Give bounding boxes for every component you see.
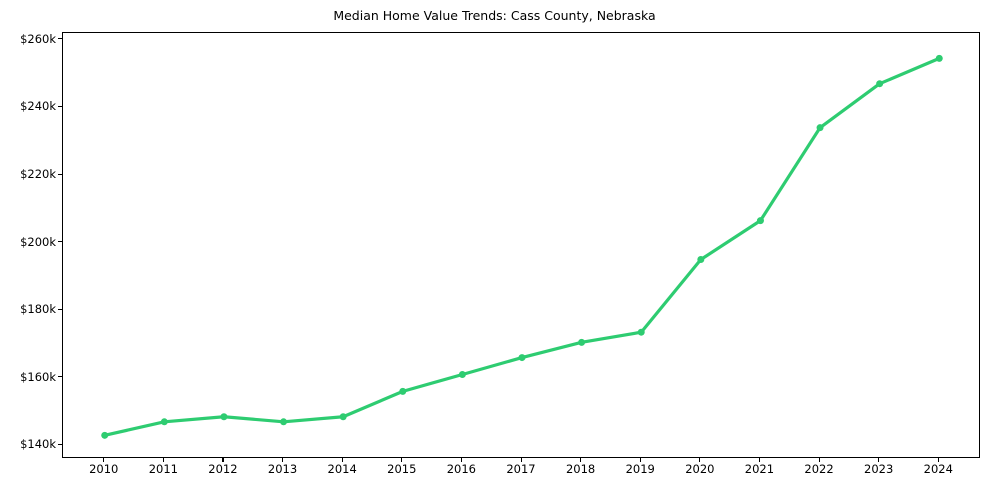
x-tick-label-2024: 2024 (923, 462, 953, 476)
x-tick-label-2011: 2011 (148, 462, 178, 476)
data-point-2021 (756, 217, 764, 225)
data-line-median-home-value (103, 56, 941, 437)
y-tick-label-220k: $220k (20, 167, 56, 181)
y-axis-tick-labels: $140k $160k $180k $200k $220k $240k $260k (0, 0, 56, 490)
data-point-2014 (339, 413, 347, 421)
x-tick-label-2013: 2013 (267, 462, 298, 476)
data-point-2010 (101, 431, 109, 439)
y-tick-label-140k: $140k (20, 437, 56, 452)
data-point-2013 (280, 418, 288, 426)
chart-title: Median Home Value Trends: Cass County, N… (333, 8, 656, 23)
x-tick-label-2015: 2015 (387, 462, 417, 476)
y-tick-label-240k: $240k (20, 99, 56, 114)
data-point-2016 (458, 370, 466, 378)
x-tick-label-2020: 2020 (685, 462, 715, 476)
data-point-2022 (816, 124, 824, 132)
data-point-2015 (399, 387, 407, 395)
line-chart-svg (101, 54, 943, 439)
y-tick-label-160k: $160k (20, 369, 56, 384)
data-point-2011 (160, 418, 168, 426)
data-point-2018 (578, 338, 586, 346)
plot-area (62, 32, 980, 458)
data-point-2019 (637, 328, 645, 336)
data-point-2012 (220, 413, 228, 421)
x-tick-label-2018: 2018 (565, 462, 596, 476)
x-tick-label-2022: 2022 (804, 462, 834, 476)
y-tick-label-260k: $260k (20, 31, 56, 46)
data-point-2023 (876, 80, 884, 88)
x-tick-label-2017: 2017 (506, 462, 536, 476)
data-point-2020 (697, 256, 705, 264)
x-tick-label-2019: 2019 (625, 462, 655, 476)
y-tick-label-180k: $180k (20, 302, 56, 317)
data-point-2017 (518, 354, 526, 362)
x-tick-label-2014: 2014 (327, 462, 357, 476)
x-tick-label-2021: 2021 (744, 462, 775, 476)
data-point-markers (101, 54, 943, 439)
x-tick-label-2010: 2010 (89, 462, 119, 476)
data-point-2024 (935, 54, 943, 62)
x-tick-label-2016: 2016 (446, 462, 477, 476)
x-axis-tick-labels: 2010 2011 2012 2013 2014 2015 2016 2017 2018 2019… (0, 458, 989, 490)
x-tick-label-2012: 2012 (208, 462, 238, 476)
y-tick-label-200k: $200k (20, 234, 56, 249)
x-tick-label-2023: 2023 (864, 462, 894, 476)
